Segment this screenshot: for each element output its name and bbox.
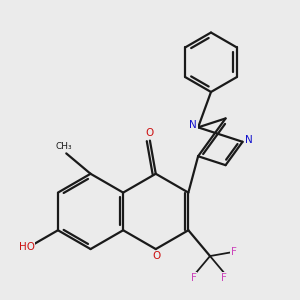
Text: O: O: [152, 251, 161, 261]
Text: N: N: [190, 120, 197, 130]
Text: CH₃: CH₃: [56, 142, 73, 151]
Text: F: F: [191, 272, 197, 283]
Text: N: N: [244, 135, 252, 145]
Text: F: F: [221, 272, 227, 283]
Text: O: O: [146, 128, 154, 139]
Text: HO: HO: [19, 242, 35, 252]
Text: F: F: [230, 247, 236, 257]
